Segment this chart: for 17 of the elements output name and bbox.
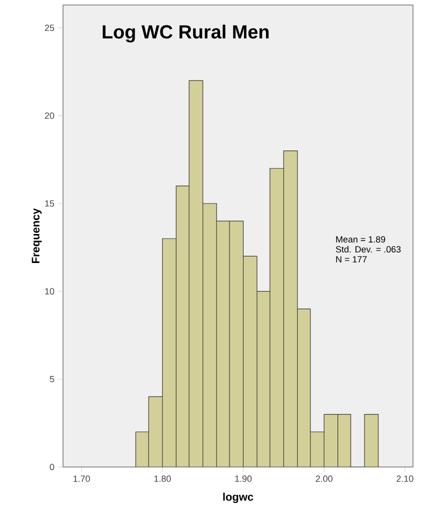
annotation: Mean = 1.89 bbox=[336, 236, 386, 243]
x-tick-label: 1.80 bbox=[154, 476, 171, 482]
annotation: Std. Dev. = .063 bbox=[336, 246, 401, 253]
text: Log WC Rural Men bbox=[102, 24, 269, 42]
y-tick-label: 5 bbox=[50, 376, 54, 382]
x-tick-label: 1.70 bbox=[74, 476, 90, 482]
y-tick-label: 15 bbox=[45, 200, 54, 207]
y-tick-label: 10 bbox=[45, 288, 54, 295]
y-axis-title: Frequency bbox=[32, 208, 42, 263]
x-axis-title: logwc bbox=[223, 492, 254, 503]
y-tick-label: 20 bbox=[44, 112, 54, 119]
y-tick-label: 25 bbox=[44, 24, 54, 32]
x-tick-label: 2.00 bbox=[316, 476, 332, 482]
x-tick-label: 2.10 bbox=[396, 476, 414, 482]
y-tick-label: 0 bbox=[50, 464, 54, 470]
x-tick-label: 1.90 bbox=[235, 476, 252, 482]
annotation: N = 177 bbox=[336, 256, 367, 262]
